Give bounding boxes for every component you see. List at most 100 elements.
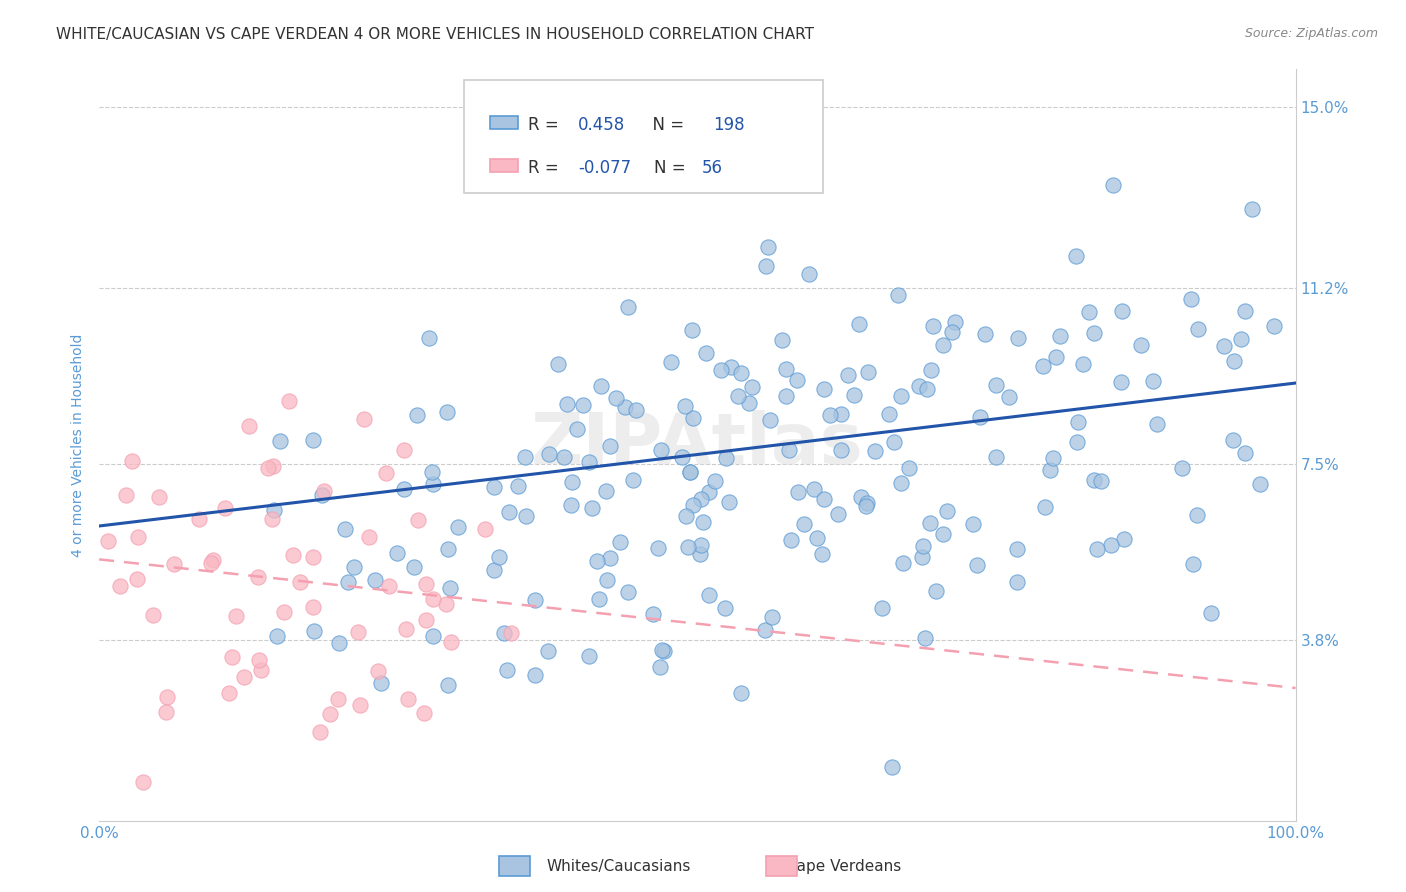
Point <box>1230 333 1253 347</box>
Point <box>434 597 457 611</box>
Point <box>524 668 547 682</box>
Point <box>572 398 595 412</box>
Y-axis label: 4 or more Vehicles in Household: 4 or more Vehicles in Household <box>72 334 86 557</box>
Point <box>406 513 429 527</box>
Point <box>1073 357 1095 371</box>
Point <box>394 443 416 458</box>
Point <box>879 407 901 421</box>
Point <box>536 644 558 658</box>
Point <box>156 690 179 705</box>
Point <box>779 533 801 547</box>
Text: Cape Verdeans: Cape Verdeans <box>786 859 901 874</box>
Point <box>1066 434 1088 449</box>
Point <box>586 554 609 568</box>
Point <box>415 577 437 591</box>
Point <box>1199 606 1222 620</box>
Point <box>599 551 621 566</box>
Point <box>436 678 458 692</box>
Point <box>499 625 522 640</box>
Text: 0.458: 0.458 <box>578 116 626 134</box>
Point <box>555 397 578 411</box>
Point <box>349 698 371 712</box>
Text: N =: N = <box>641 116 689 134</box>
Point <box>439 581 461 595</box>
Point <box>984 450 1007 465</box>
Point <box>720 359 742 374</box>
Point <box>524 592 547 607</box>
Point <box>301 550 323 565</box>
Point <box>256 460 278 475</box>
Point <box>302 624 325 638</box>
Point <box>553 450 575 464</box>
Point <box>758 413 780 427</box>
Point <box>238 418 260 433</box>
Text: 198: 198 <box>713 116 745 134</box>
Point <box>595 483 617 498</box>
Point <box>1064 249 1087 263</box>
Point <box>1249 477 1271 491</box>
Point <box>803 482 825 496</box>
FancyBboxPatch shape <box>491 116 519 129</box>
Point <box>775 389 797 403</box>
Point <box>695 346 717 360</box>
Point <box>1099 538 1122 552</box>
Point <box>1049 328 1071 343</box>
Point <box>148 490 170 504</box>
Point <box>1171 460 1194 475</box>
Point <box>855 499 877 513</box>
Point <box>288 574 311 589</box>
Point <box>413 706 436 720</box>
Point <box>269 434 291 448</box>
Point <box>246 570 269 584</box>
Point <box>214 501 236 516</box>
Point <box>699 485 721 500</box>
Point <box>654 643 676 657</box>
Point <box>1212 339 1234 353</box>
Point <box>1066 415 1088 429</box>
Point <box>908 378 931 392</box>
Point <box>262 459 284 474</box>
Point <box>714 601 737 615</box>
Point <box>806 531 828 545</box>
Point <box>301 433 323 447</box>
Point <box>367 665 389 679</box>
Point <box>498 505 520 519</box>
Point <box>1181 558 1204 572</box>
Point <box>870 600 893 615</box>
Text: 56: 56 <box>702 159 723 177</box>
Point <box>370 676 392 690</box>
Point <box>200 556 222 570</box>
Point <box>515 508 537 523</box>
Point <box>778 442 800 457</box>
Point <box>932 338 955 352</box>
Point <box>263 503 285 517</box>
Point <box>1032 359 1054 374</box>
Point <box>114 488 136 502</box>
Text: R =: R = <box>527 116 564 134</box>
Text: Source: ZipAtlas.com: Source: ZipAtlas.com <box>1244 27 1378 40</box>
Point <box>484 563 506 577</box>
Point <box>589 379 612 393</box>
Point <box>440 635 463 649</box>
Point <box>770 333 793 347</box>
Point <box>682 411 704 425</box>
Point <box>506 479 529 493</box>
Point <box>617 300 640 314</box>
Point <box>682 498 704 512</box>
Point <box>1078 305 1101 319</box>
Point <box>943 315 966 329</box>
Point <box>281 548 304 562</box>
Point <box>813 382 835 396</box>
Point <box>127 531 149 545</box>
Point <box>969 409 991 424</box>
Point <box>537 447 560 461</box>
Point <box>395 622 418 636</box>
Point <box>232 669 254 683</box>
Point <box>328 636 350 650</box>
Point <box>813 492 835 507</box>
Point <box>447 519 470 533</box>
Point <box>396 692 419 706</box>
Point <box>347 625 370 640</box>
Point <box>837 368 859 382</box>
Point <box>1223 354 1246 368</box>
